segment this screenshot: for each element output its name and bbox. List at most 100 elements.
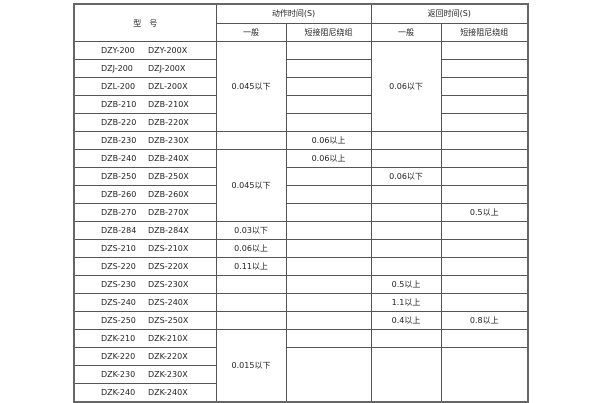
- return-general-cell: [370, 257, 442, 276]
- model-name: DZB-210: [101, 100, 137, 109]
- table-row: DZK-230 DZK-230X: [73, 365, 528, 384]
- action-short-cell: [285, 185, 372, 204]
- action-short-cell: [285, 113, 372, 132]
- action-short-cell: [285, 347, 372, 403]
- table-row: DZB-250 DZB-250X 0.06以下: [73, 167, 529, 186]
- model-cell: DZS-220 DZS-220X: [73, 257, 217, 276]
- return-general-cell: [370, 329, 442, 348]
- action-general-cell: 0.045以下: [215, 41, 287, 132]
- table-row: DZL-200 DZL-200X: [73, 77, 529, 96]
- table-row: DZB-220 DZB-220X: [73, 113, 529, 132]
- model-name: DZS-220: [101, 262, 136, 271]
- return-short-cell: [440, 59, 529, 78]
- model-name: DZY-200: [101, 46, 135, 55]
- model-name: DZK-240: [101, 388, 136, 397]
- action-short-cell: [285, 239, 372, 258]
- model-name: DZS-230: [101, 280, 136, 289]
- return-general-cell: 0.06以下: [370, 167, 442, 186]
- action-short-cell: [285, 77, 372, 96]
- model-x-name: DZB-240X: [148, 154, 189, 163]
- return-short-cell: [440, 293, 529, 312]
- return-short-cell: [440, 167, 529, 186]
- return-short-cell: [440, 329, 529, 348]
- action-short-cell: [285, 257, 372, 276]
- return-short-cell: [440, 347, 529, 403]
- model-cell: DZB-240 DZB-240X: [73, 149, 217, 168]
- model-name: DZB-230: [101, 136, 137, 145]
- action-general-cell: [215, 311, 287, 330]
- model-name: DZK-230: [101, 370, 136, 379]
- header-model: 型 号: [73, 3, 217, 42]
- table-row: DZJ-200 DZJ-200X: [73, 59, 529, 78]
- model-x-name: DZK-230X: [148, 370, 188, 379]
- model-cell: DZS-240 DZS-240X: [73, 293, 217, 312]
- return-general-cell: [370, 239, 442, 258]
- model-x-name: DZB-260X: [148, 190, 189, 199]
- return-general-cell: [370, 203, 442, 222]
- header-return-short: 短接阻尼绕组: [440, 22, 529, 42]
- table-row: DZB-260 DZB-260X: [73, 185, 529, 204]
- return-general-cell: [370, 347, 442, 403]
- model-x-name: DZS-220X: [148, 262, 189, 271]
- model-cell: DZK-210 DZK-210X: [73, 329, 217, 348]
- model-cell: DZJ-200 DZJ-200X: [73, 59, 217, 78]
- action-general-cell: 0.015以下: [215, 329, 287, 403]
- return-short-cell: [440, 275, 529, 294]
- model-cell: DZB-220 DZB-220X: [73, 113, 217, 132]
- table-row: DZK-220 DZK-220X: [73, 347, 529, 403]
- table-row: DZY-200 DZY-200X 0.045以下 0.06以下: [73, 41, 529, 132]
- table-row: DZB-210 DZB-210X: [73, 95, 529, 114]
- table-row: DZS-230 DZS-230X 0.5以上: [73, 275, 529, 294]
- action-short-cell: [285, 167, 372, 186]
- model-x-name: DZS-240X: [148, 298, 189, 307]
- model-x-name: DZB-284X: [148, 226, 189, 235]
- action-general-cell: [215, 275, 287, 294]
- return-general-cell: [370, 149, 442, 168]
- header-action-time: 动作时间(S): [215, 3, 372, 24]
- return-short-cell: [440, 185, 529, 204]
- return-general-cell: 0.06以下: [370, 41, 442, 132]
- model-x-name: DZS-210X: [148, 244, 189, 253]
- table-row: DZB-230 DZB-230X 0.06以上: [73, 131, 529, 150]
- model-x-name: DZS-250X: [148, 316, 189, 325]
- table-row: DZS-240 DZS-240X 1.1以上: [73, 293, 529, 312]
- table-row: DZS-220 DZS-220X 0.11以上: [73, 257, 529, 276]
- model-x-name: DZB-220X: [148, 118, 189, 127]
- header-action-general: 一般: [215, 22, 287, 42]
- action-short-cell: 0.06以上: [285, 131, 372, 150]
- return-short-cell: [440, 131, 529, 150]
- model-name: DZS-210: [101, 244, 136, 253]
- header-return-general: 一般: [370, 22, 442, 42]
- model-x-name: DZB-230X: [148, 136, 189, 145]
- return-general-cell: [370, 221, 442, 240]
- model-name: DZS-250: [101, 316, 136, 325]
- model-cell: DZB-230 DZB-230X: [73, 131, 217, 150]
- model-x-name: DZB-270X: [148, 208, 189, 217]
- model-name: DZB-270: [101, 208, 137, 217]
- model-x-name: DZB-210X: [148, 100, 189, 109]
- model-name: DZS-240: [101, 298, 136, 307]
- action-short-cell: [285, 293, 372, 312]
- table-row: DZK-210 DZK-210X 0.015以下: [73, 329, 529, 403]
- return-short-cell: [440, 41, 529, 60]
- model-name: DZK-210: [101, 334, 136, 343]
- table-row: DZB-284 DZB-284X 0.03以下: [73, 221, 529, 240]
- action-short-cell: [285, 41, 372, 60]
- model-cell: DZK-220 DZK-220X: [73, 347, 217, 366]
- return-general-cell: [370, 131, 442, 150]
- model-name: DZB-284: [101, 226, 137, 235]
- model-cell: DZS-210 DZS-210X: [73, 239, 217, 258]
- relay-timing-table: 型 号 动作时间(S) 返回时间(S) 一般 短接阻尼绕组 一般 短接阻尼绕组 …: [73, 3, 529, 403]
- table-row: DZB-240 DZB-240X 0.045以下 0.06以上: [73, 149, 529, 222]
- table-row: DZS-250 DZS-250X 0.4以上 0.8以上: [73, 311, 529, 330]
- table-row: DZS-210 DZS-210X 0.06以上: [73, 239, 529, 258]
- model-cell: DZB-260 DZB-260X: [73, 185, 217, 204]
- model-cell: DZB-250 DZB-250X: [73, 167, 217, 186]
- table-row: DZB-270 DZB-270X 0.5以上: [73, 203, 529, 222]
- model-x-name: DZB-250X: [148, 172, 189, 181]
- action-short-cell: [285, 59, 372, 78]
- model-cell: DZS-250 DZS-250X: [73, 311, 217, 330]
- model-name: DZB-260: [101, 190, 137, 199]
- header-action-short: 短接阻尼绕组: [285, 22, 372, 42]
- model-name: DZJ-200: [101, 64, 133, 73]
